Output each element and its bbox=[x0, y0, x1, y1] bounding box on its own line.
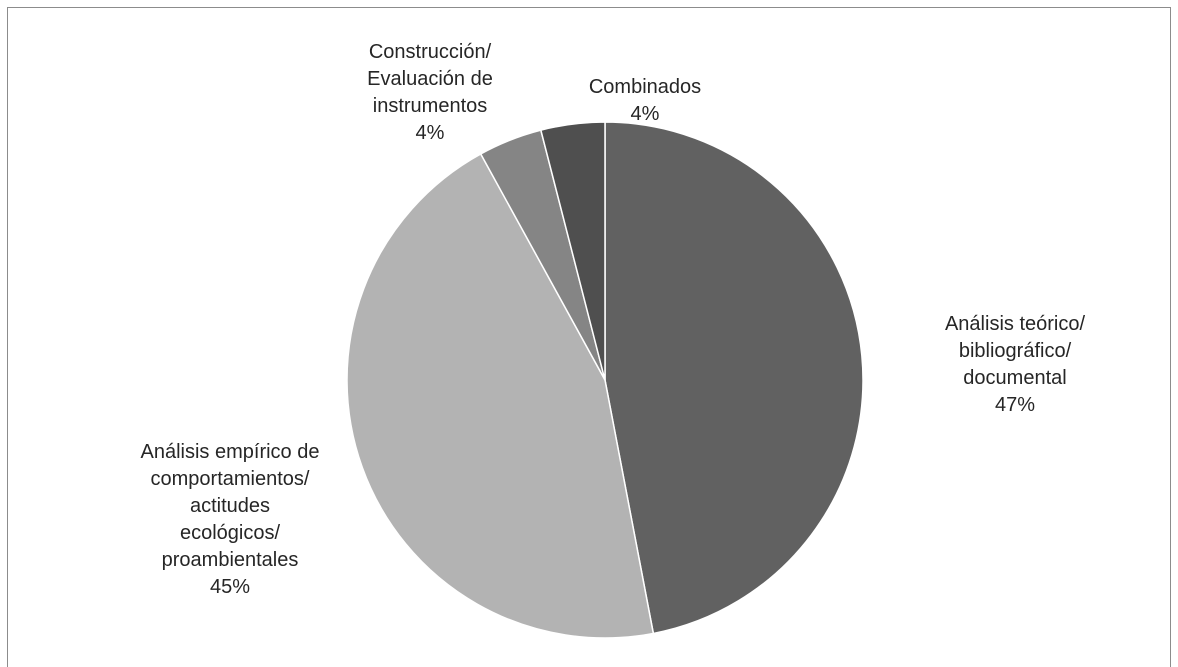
slice-label-text: Construcción/ Evaluación de instrumentos bbox=[367, 41, 493, 117]
slice-label-combined: Combinados 4% bbox=[555, 47, 735, 155]
slice-theoretical-analysis bbox=[604, 121, 864, 635]
slice-label-text: Análisis teórico/ bibliográfico/ documen… bbox=[944, 313, 1086, 389]
slice-percent: 45% bbox=[209, 576, 251, 598]
slice-combined bbox=[539, 121, 606, 381]
slice-percent: 47% bbox=[994, 394, 1036, 416]
slice-label-text: Combinados bbox=[588, 76, 702, 98]
pie-slices bbox=[346, 121, 864, 639]
slice-label-empirical-analysis: Análisis empírico de comportamientos/ ac… bbox=[110, 412, 350, 628]
slice-label-instrument-construction: Construcción/ Evaluación de instrumentos… bbox=[330, 12, 530, 174]
slice-percent: 4% bbox=[630, 103, 660, 125]
slice-label-theoretical-analysis: Análisis teórico/ bibliográfico/ documen… bbox=[905, 284, 1125, 446]
slice-empirical-analysis bbox=[346, 152, 655, 639]
slice-label-text: Análisis empírico de comportamientos/ ac… bbox=[140, 441, 320, 571]
slice-percent: 4% bbox=[415, 122, 445, 144]
